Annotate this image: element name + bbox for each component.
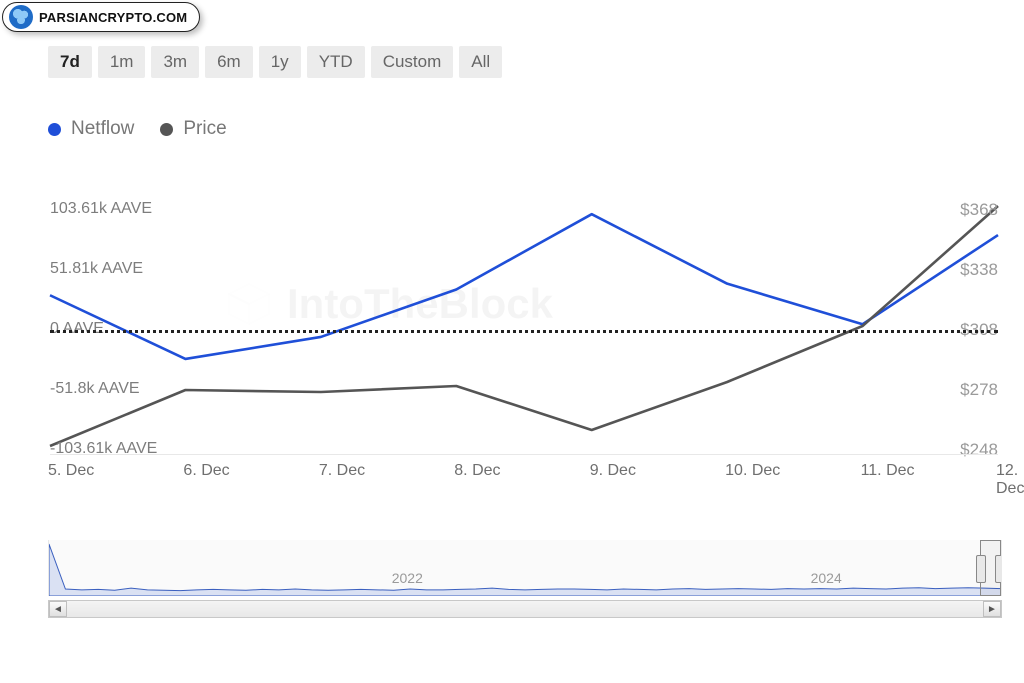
x-tick: 10. Dec xyxy=(725,462,780,480)
source-badge: PARSIANCRYPTO.COM xyxy=(2,2,200,32)
x-tick: 6. Dec xyxy=(183,462,229,480)
y-left-tick: -51.8k AAVE xyxy=(50,380,140,398)
x-tick: 9. Dec xyxy=(590,462,636,480)
legend-item-price[interactable]: Price xyxy=(160,118,226,140)
main-chart: 103.61k AAVE 51.81k AAVE 0 AAVE -51.8k AAVE… xyxy=(0,180,1024,490)
y-left-tick: 51.81k AAVE xyxy=(50,260,143,278)
scroll-right-glyph: ► xyxy=(987,604,997,615)
x-tick: 8. Dec xyxy=(454,462,500,480)
navigator-scrollbar[interactable]: ◄ ► xyxy=(48,600,1002,618)
navigator-handle-right[interactable] xyxy=(995,555,1002,583)
navigator-window[interactable] xyxy=(980,540,1001,596)
y-right-tick: $248 xyxy=(960,440,998,460)
time-navigator[interactable]: 2022 2024 ◄ ► xyxy=(48,540,1002,620)
source-badge-text: PARSIANCRYPTO.COM xyxy=(39,10,187,25)
y-right-tick: $368 xyxy=(960,200,998,220)
scroll-left-button[interactable]: ◄ xyxy=(49,601,67,617)
x-tick: 11. Dec xyxy=(861,462,915,480)
y-right-tick: $338 xyxy=(960,260,998,280)
time-range-tabs: 7d1m3m6m1yYTDCustomAll xyxy=(48,46,502,78)
navigator-year-label: 2024 xyxy=(811,570,842,586)
zero-reference-line xyxy=(50,330,998,333)
range-tab-custom[interactable]: Custom xyxy=(371,46,454,78)
scroll-right-button[interactable]: ► xyxy=(983,601,1001,617)
y-left-tick: 0 AAVE xyxy=(50,320,104,338)
range-tab-ytd[interactable]: YTD xyxy=(307,46,365,78)
navigator-sparkline[interactable]: 2022 2024 xyxy=(48,540,1002,596)
range-tab-7d[interactable]: 7d xyxy=(48,46,92,78)
range-tab-1y[interactable]: 1y xyxy=(259,46,301,78)
x-tick: 7. Dec xyxy=(319,462,365,480)
scroll-left-glyph: ◄ xyxy=(53,604,63,615)
range-tab-6m[interactable]: 6m xyxy=(205,46,253,78)
legend-label: Netflow xyxy=(71,118,134,140)
navigator-spark-svg xyxy=(49,540,1001,596)
source-logo-icon xyxy=(9,5,33,29)
range-tab-all[interactable]: All xyxy=(459,46,502,78)
range-tab-1m[interactable]: 1m xyxy=(98,46,146,78)
navigator-year-label: 2022 xyxy=(392,570,423,586)
legend-dot-icon xyxy=(160,123,173,136)
y-right-tick: $278 xyxy=(960,380,998,400)
x-tick: 5. Dec xyxy=(48,462,94,480)
y-left-tick: 103.61k AAVE xyxy=(50,200,152,218)
navigator-handle-left[interactable] xyxy=(976,555,986,583)
legend-dot-icon xyxy=(48,123,61,136)
y-left-tick: -103.61k AAVE xyxy=(50,440,157,458)
x-axis-line xyxy=(50,454,998,455)
chart-legend: Netflow Price xyxy=(48,118,227,140)
legend-label: Price xyxy=(183,118,226,140)
legend-item-netflow[interactable]: Netflow xyxy=(48,118,134,140)
x-tick: 12. Dec xyxy=(996,462,1024,498)
range-tab-3m[interactable]: 3m xyxy=(151,46,199,78)
